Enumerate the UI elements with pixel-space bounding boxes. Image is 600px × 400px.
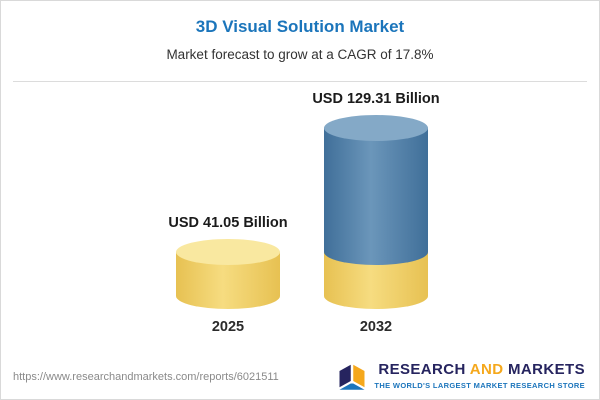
axis-label-2025: 2025	[211, 319, 245, 335]
brand-word-research: RESEARCH	[378, 361, 466, 379]
cylinder-2025-cap	[176, 239, 280, 265]
page-title: 3D Visual Solution Market	[195, 17, 405, 36]
cylinder-2025	[176, 239, 280, 309]
brand-logo-icon	[339, 364, 365, 390]
brand-tagline: THE WORLD'S LARGEST MARKET RESEARCH STOR…	[374, 380, 585, 390]
value-label-2032: USD 129.31 Billion	[312, 91, 440, 107]
brand-name: RESEARCH AND MARKETS	[378, 362, 585, 379]
header-divider	[13, 81, 587, 82]
value-label-2025: USD 41.05 Billion	[168, 215, 288, 231]
report-url-link[interactable]: https://www.researchandmarkets.com/repor…	[13, 371, 279, 383]
brand-word-and: AND	[469, 361, 504, 379]
cylinder-2032-growth-segment	[324, 128, 428, 265]
cylinder-2032-cap	[324, 115, 428, 141]
axis-label-2032: 2032	[359, 319, 393, 335]
cylinder-2032	[324, 115, 428, 309]
brand-block: RESEARCH AND MARKETS THE WORLD'S LARGEST…	[337, 361, 585, 391]
brand-text: RESEARCH AND MARKETS THE WORLD'S LARGEST…	[374, 362, 585, 390]
bar-group-2032: USD 129.31 Billion 2032	[296, 91, 456, 335]
brand-word-markets: MARKETS	[508, 361, 585, 379]
page-subtitle: Market forecast to grow at a CAGR of 17.…	[166, 47, 434, 62]
bar-group-2025: USD 41.05 Billion 2025	[148, 215, 308, 335]
